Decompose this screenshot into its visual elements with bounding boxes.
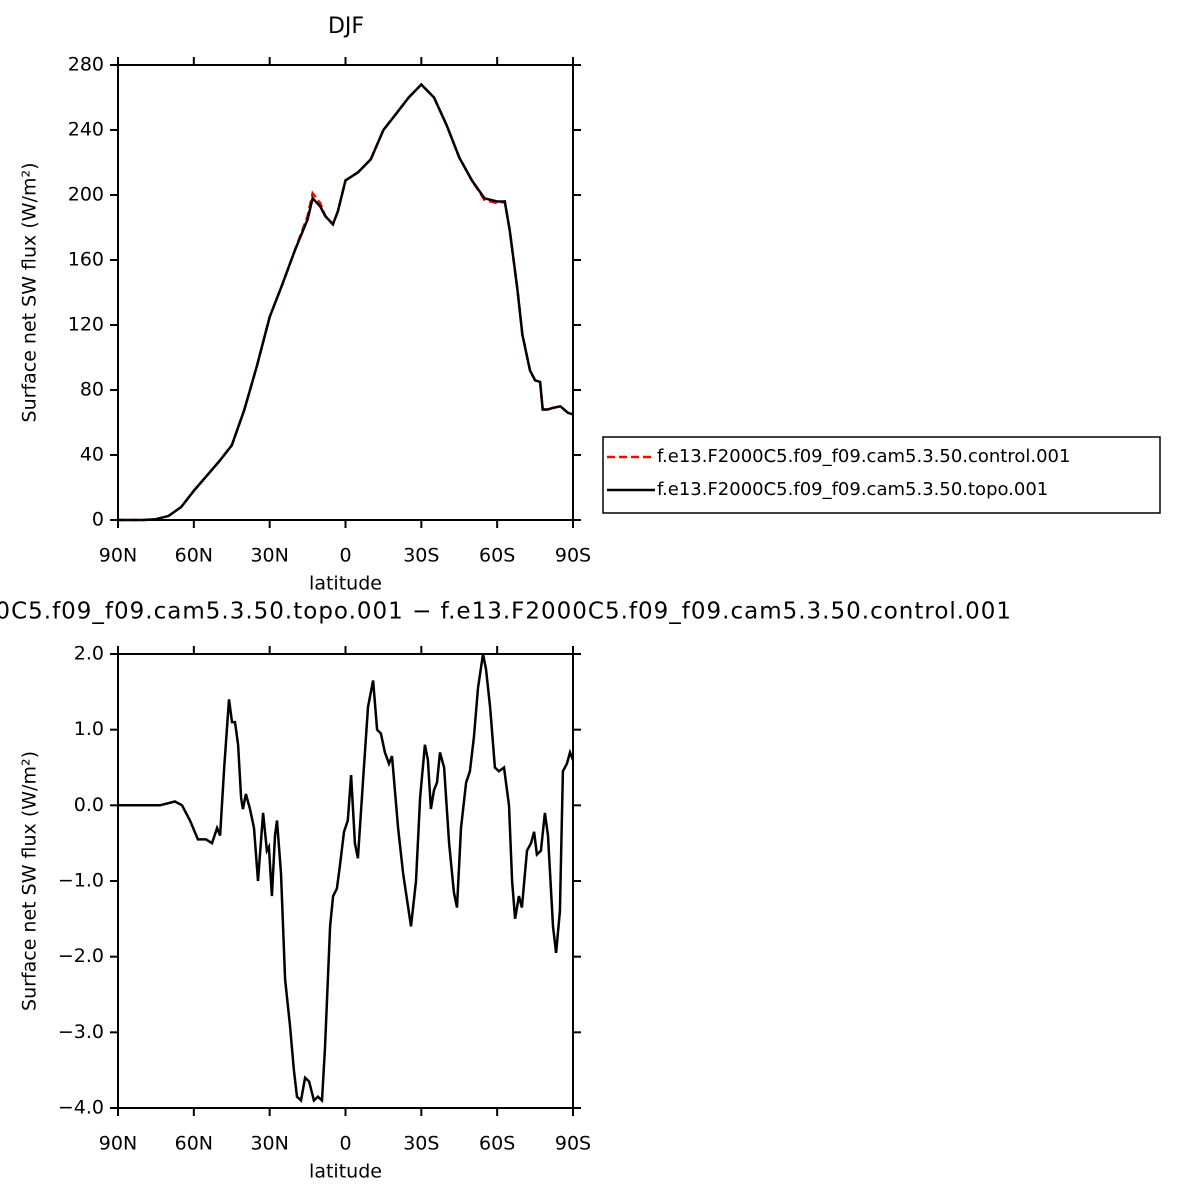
x-tick-label: 0 — [339, 545, 351, 567]
x-tick-label: 60S — [479, 545, 515, 567]
y-tick-label: −3.0 — [58, 1021, 104, 1043]
x-tick-label: 90N — [99, 1133, 137, 1155]
y-tick-label: 200 — [68, 184, 104, 206]
y-tick-label: 120 — [68, 314, 104, 336]
y-tick-label: −1.0 — [58, 870, 104, 892]
chart-title: f.e13.F2000C5.f09_f09.cam5.3.50.topo.001… — [0, 599, 1012, 625]
y-tick-label: 280 — [68, 54, 104, 76]
x-tick-label: 0 — [339, 1133, 351, 1155]
chart-title: DJF — [328, 14, 364, 39]
legend-box — [602, 436, 1161, 514]
x-tick-label: 30S — [403, 545, 439, 567]
y-tick-label: 0 — [92, 509, 104, 531]
x-axis-label: latitude — [309, 573, 382, 595]
y-tick-label: −4.0 — [58, 1097, 104, 1119]
x-tick-label: 60S — [479, 1133, 515, 1155]
data-line — [118, 82, 574, 522]
x-tick-label: 90N — [99, 545, 137, 567]
y-axis-label: Surface net SW flux (W/m²) — [19, 751, 41, 1011]
x-tick-label: 60N — [175, 1133, 213, 1155]
plot-frame — [117, 653, 574, 1109]
data-line — [118, 82, 574, 522]
x-tick-label: 30N — [250, 545, 288, 567]
legend-label: f.e13.F2000C5.f09_f09.cam5.3.50.topo.001 — [657, 479, 1048, 500]
x-tick-label: 30N — [250, 1133, 288, 1155]
y-axis-label: Surface net SW flux (W/m²) — [19, 163, 41, 423]
x-tick-label: 90S — [555, 1133, 591, 1155]
y-tick-label: 240 — [68, 119, 104, 141]
y-tick-label: 40 — [80, 444, 104, 466]
y-tick-label: 160 — [68, 249, 104, 271]
x-tick-label: 60N — [175, 545, 213, 567]
plot-frame — [117, 64, 574, 521]
y-tick-label: −2.0 — [58, 945, 104, 967]
data-line — [118, 653, 575, 1104]
y-tick-label: 2.0 — [74, 643, 104, 665]
y-tick-label: 0.0 — [74, 794, 104, 816]
y-tick-label: 80 — [80, 379, 104, 401]
legend-label: f.e13.F2000C5.f09_f09.cam5.3.50.control.… — [657, 446, 1070, 467]
x-axis-label: latitude — [309, 1161, 382, 1183]
x-tick-label: 30S — [403, 1133, 439, 1155]
x-tick-label: 90S — [555, 545, 591, 567]
y-tick-label: 1.0 — [74, 718, 104, 740]
